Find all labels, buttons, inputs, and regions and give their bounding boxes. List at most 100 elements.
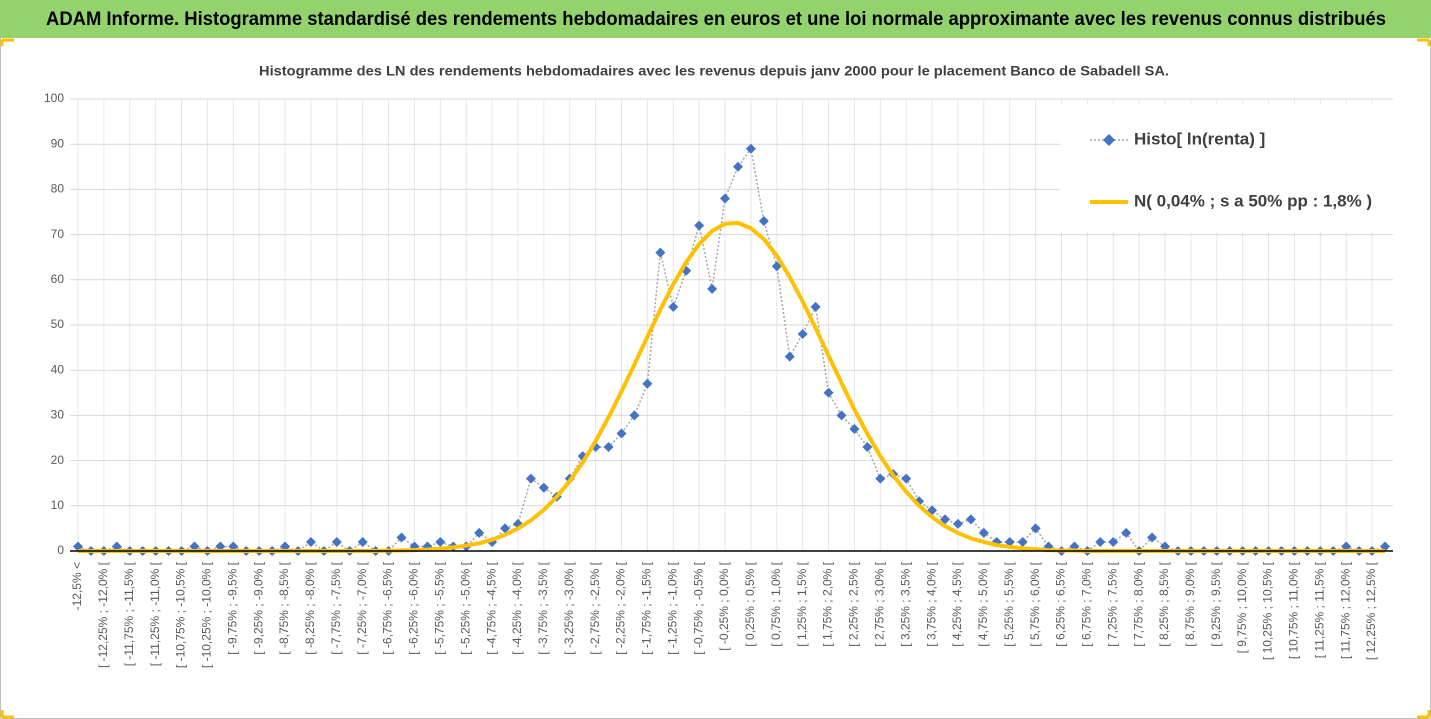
data-point [940, 514, 951, 525]
x-tick-label: [ 4,25% ; 4,5% [ [950, 561, 964, 646]
data-point [331, 536, 342, 547]
data-point [1341, 541, 1352, 552]
data-point [215, 541, 226, 552]
data-point [875, 473, 886, 484]
y-tick-label: 100 [44, 91, 64, 105]
x-tick-label: [ -0,75% ; -0,5% [ [691, 561, 705, 654]
data-point [810, 301, 821, 312]
x-tick-label: [ 11,75% ; 12,0% [ [1338, 561, 1352, 659]
x-tick-label: [ 1,75% ; 2,0% [ [821, 561, 835, 646]
data-point [1095, 536, 1106, 547]
x-tick-label: [ 6,25% ; 6,5% [ [1054, 561, 1068, 646]
x-tick-label: [ 5,25% ; 5,5% [ [1002, 561, 1016, 646]
x-tick-label: [ -7,25% ; -7,0% [ [355, 561, 369, 654]
x-tick-label: [ -2,75% ; -2,5% [ [588, 561, 602, 654]
x-tick-label: [ 0,75% ; 1,0% [ [769, 561, 783, 646]
x-tick-label: [ 9,25% ; 9,5% [ [1209, 561, 1223, 646]
x-tick-label: [ -11,25% ; -11,0% [ [148, 561, 162, 666]
x-tick-label: [ 3,75% ; 4,0% [ [924, 561, 938, 646]
x-tick-label: [ 5,75% ; 6,0% [ [1028, 561, 1042, 646]
x-tick-label: [ -4,75% ; -4,5% [ [484, 561, 498, 654]
x-tick-label: [ -5,75% ; -5,5% [ [433, 561, 447, 654]
data-point [280, 541, 291, 552]
data-point [952, 518, 963, 529]
data-point [474, 527, 485, 538]
data-point [694, 220, 705, 231]
data-point [396, 532, 407, 543]
x-tick-label: [ -6,75% ; -6,5% [ [381, 561, 395, 654]
data-point [525, 473, 536, 484]
x-tick-label: [ -7,75% ; -7,5% [ [329, 561, 343, 654]
x-tick-label: [ -11,75% ; -11,5% [ [122, 561, 136, 666]
x-tick-label: [ -3,25% ; -3,0% [ [562, 561, 576, 654]
data-point [1108, 536, 1119, 547]
x-tick-label: [ -0,25% ; 0,0% [ [717, 561, 731, 650]
x-tick-label: [ -12,25% ; -12,0% [ [96, 561, 110, 668]
y-tick-label: 80 [51, 182, 65, 196]
data-point [435, 536, 446, 547]
data-point [357, 536, 368, 547]
data-point [797, 329, 808, 340]
data-point [668, 301, 679, 312]
x-tick-label: [ -9,75% ; -9,5% [ [225, 561, 239, 654]
data-point [642, 378, 653, 389]
data-point [901, 473, 912, 484]
y-tick-label: 90 [51, 136, 65, 150]
data-point [823, 387, 834, 398]
x-tick-label: [ 6,75% ; 7,0% [ [1080, 561, 1094, 646]
x-tick-label: [ 7,25% ; 7,5% [ [1105, 561, 1119, 646]
x-tick-label: [ 0,25% ; 0,5% [ [743, 561, 757, 646]
y-tick-label: 70 [51, 227, 65, 241]
x-tick-label: [ -4,25% ; -4,0% [ [510, 561, 524, 654]
x-tick-label: [ -2,25% ; -2,0% [ [614, 561, 628, 654]
data-point [111, 541, 122, 552]
data-point [1147, 532, 1158, 543]
data-point [862, 442, 873, 453]
x-tick-label: [ -5,25% ; -5,0% [ [458, 561, 472, 654]
axis-layer: 0 10 20 30 40 50 60 70 80 90 100 -12,5% < [ -12,25% … [44, 91, 1393, 668]
data-point [720, 193, 731, 204]
data-point [745, 143, 756, 154]
x-tick-label: [ -8,75% ; -8,5% [ [277, 561, 291, 654]
data-point [849, 423, 860, 434]
y-tick-label: 30 [51, 408, 65, 422]
banner-bg [0, 0, 1431, 38]
data-point [228, 541, 239, 552]
x-tick-label: [ 2,25% ; 2,5% [ [847, 561, 861, 646]
x-tick-label: [ 8,25% ; 8,5% [ [1157, 561, 1171, 646]
frame-corners [0, 38, 1431, 719]
legend: Histo[ ln(renta) ] N( 0,04% ; s a 50% pp … [1060, 104, 1400, 232]
x-tick-label: [ -8,25% ; -8,0% [ [303, 561, 317, 654]
x-tick-label: [ -10,75% ; -10,5% [ [174, 561, 188, 668]
x-tick-label: [ -9,25% ; -9,0% [ [251, 561, 265, 654]
x-tick-label: [ -10,25% ; -10,0% [ [200, 561, 214, 668]
x-tick-label: [ 4,75% ; 5,0% [ [976, 561, 990, 646]
y-tick-label: 20 [51, 453, 65, 467]
data-point [732, 161, 743, 172]
legend-label: N( 0,04% ; s a 50% pp : 1,8% ) [1134, 191, 1372, 210]
data-point [538, 482, 549, 493]
data-point [655, 247, 666, 258]
x-tick-label: [ 9,75% ; 10,0% [ [1235, 561, 1249, 653]
data-point [1121, 527, 1132, 538]
x-tick-label: [ 3,25% ; 3,5% [ [898, 561, 912, 646]
data-point [305, 536, 316, 547]
x-tick-label: [ -1,75% ; -1,5% [ [640, 561, 654, 654]
x-tick-label: [ 11,25% ; 11,5% [ [1312, 561, 1326, 658]
data-point [758, 216, 769, 227]
data-point [1017, 536, 1028, 547]
x-tick-label: [ 7,75% ; 8,0% [ [1131, 561, 1145, 646]
data-point [500, 523, 511, 534]
data-point [603, 442, 614, 453]
legend-label: Histo[ ln(renta) ] [1134, 129, 1265, 148]
data-point [189, 541, 200, 552]
data-point [784, 351, 795, 362]
x-tick-label: [ 1,25% ; 1,5% [ [795, 561, 809, 646]
x-tick-label: [ -1,25% ; -1,0% [ [665, 561, 679, 654]
x-tick-label: [ 10,75% ; 11,0% [ [1287, 561, 1301, 659]
data-point [836, 410, 847, 421]
x-tick-label: [ -3,75% ; -3,5% [ [536, 561, 550, 654]
data-point [1380, 541, 1390, 552]
